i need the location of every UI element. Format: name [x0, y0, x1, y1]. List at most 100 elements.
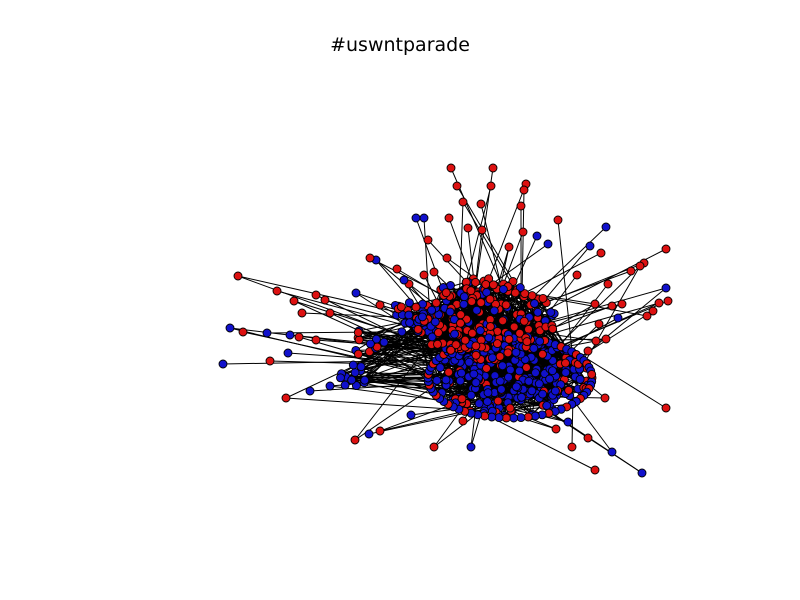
- graph-node: [538, 293, 548, 303]
- graph-node: [325, 381, 335, 391]
- graph-node: [325, 308, 335, 318]
- graph-node: [648, 306, 658, 316]
- graph-node: [561, 368, 571, 377]
- graph-node: [474, 399, 484, 409]
- graph-node: [347, 375, 357, 385]
- graph-node: [637, 468, 647, 478]
- graph-node: [550, 386, 560, 396]
- graph-node: [509, 413, 519, 423]
- graph-node: [626, 266, 636, 276]
- graph-node: [431, 298, 441, 308]
- graph-node: [364, 429, 374, 439]
- graph-node: [375, 300, 385, 310]
- graph-node: [375, 426, 385, 436]
- page-title: #uswntparade: [330, 34, 470, 56]
- graph-node: [233, 271, 243, 281]
- graph-node: [590, 465, 600, 475]
- graph-node: [305, 386, 315, 396]
- graph-node: [450, 329, 460, 339]
- graph-node: [444, 213, 454, 223]
- graph-node: [530, 299, 539, 308]
- graph-node: [354, 335, 364, 345]
- graph-node: [476, 298, 486, 308]
- graph-node: [477, 225, 487, 235]
- graph-node: [613, 313, 623, 323]
- graph-edge: [455, 201, 464, 399]
- graph-node: [441, 288, 451, 298]
- graph-node: [493, 326, 502, 336]
- graph-node: [458, 416, 468, 426]
- graph-node: [527, 291, 537, 301]
- graph-node: [575, 374, 585, 384]
- graph-node: [495, 352, 505, 361]
- graph-node: [661, 244, 671, 254]
- graph-node: [459, 299, 469, 309]
- graph-node: [475, 326, 485, 336]
- graph-node: [515, 283, 525, 293]
- graph-edge: [481, 287, 667, 341]
- graph-node: [353, 328, 363, 337]
- graph-node: [493, 396, 503, 406]
- graph-node: [505, 403, 515, 413]
- graph-node: [462, 314, 472, 324]
- graph-edge: [298, 336, 430, 376]
- graph-node: [485, 322, 495, 331]
- graph-node: [427, 332, 437, 342]
- graph-node: [563, 417, 573, 427]
- graph-node: [379, 337, 389, 347]
- graph-node: [543, 239, 553, 249]
- graph-node: [509, 322, 519, 332]
- graph-node: [483, 388, 493, 398]
- graph-node: [350, 435, 360, 445]
- graph-edge: [465, 185, 492, 283]
- graph-node: [518, 227, 528, 237]
- graph-node: [594, 319, 604, 329]
- graph-node: [413, 324, 423, 334]
- graph-node: [642, 311, 652, 321]
- graph-node: [283, 348, 293, 358]
- graph-node: [471, 350, 481, 360]
- graph-node: [504, 372, 513, 382]
- graph-node: [471, 277, 480, 287]
- graph-node: [423, 235, 433, 245]
- graph-node: [433, 339, 442, 349]
- graph-node: [411, 213, 421, 223]
- graph-node: [496, 384, 506, 394]
- graph-node: [529, 343, 539, 353]
- graph-node: [435, 363, 445, 373]
- graph-node: [514, 366, 524, 376]
- graph-node: [583, 433, 593, 443]
- graph-node: [532, 231, 542, 241]
- graph-node: [519, 316, 529, 326]
- graph-node: [238, 327, 248, 337]
- graph-node: [348, 360, 358, 370]
- graph-node: [476, 199, 486, 209]
- graph-node: [459, 292, 469, 302]
- graph-node: [538, 349, 547, 359]
- graph-edge: [410, 404, 484, 416]
- graph-node: [446, 345, 456, 355]
- graph-node: [492, 339, 502, 349]
- graph-node: [457, 394, 467, 404]
- graph-node: [452, 181, 462, 191]
- graph-edge: [293, 300, 441, 369]
- graph-node: [600, 393, 610, 403]
- graph-node: [603, 279, 613, 289]
- graph-node: [467, 328, 477, 338]
- graph-node: [466, 286, 476, 296]
- graph-node: [427, 305, 437, 315]
- graph-node: [531, 368, 540, 378]
- graph-node: [455, 376, 465, 386]
- graph-node: [360, 375, 370, 385]
- graph-edge: [369, 330, 459, 353]
- graph-node: [441, 375, 451, 385]
- graph-node: [481, 279, 491, 289]
- graph-node: [265, 356, 275, 366]
- graph-node: [487, 353, 497, 363]
- graph-node: [561, 358, 570, 368]
- graph-node: [488, 163, 498, 173]
- graph-node: [515, 328, 525, 338]
- graph-node: [601, 222, 611, 232]
- graph-node: [392, 264, 402, 274]
- graph-node: [429, 267, 439, 277]
